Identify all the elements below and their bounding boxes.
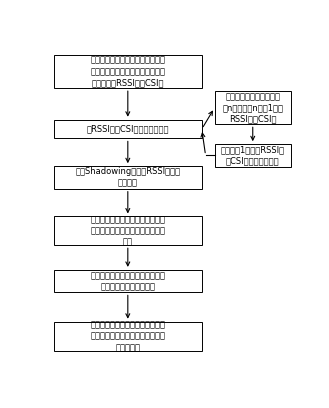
FancyBboxPatch shape — [54, 270, 202, 293]
Text: 根据接收端所在楼层加上由相对高
度转换后的楼层高度，得出接收端
最终的高度: 根据接收端所在楼层加上由相对高 度转换后的楼层高度，得出接收端 最终的高度 — [90, 320, 165, 352]
FancyBboxPatch shape — [54, 216, 202, 245]
Text: 多次分别采集在直视距和
在n层墙下（n大于1）的
RSSI或者CSI値: 多次分别采集在直视距和 在n层墙下（n大于1）的 RSSI或者CSI値 — [222, 92, 283, 124]
Text: 分析每加1层墙的RSSI或
者CSI値得出衰减因子: 分析每加1层墙的RSSI或 者CSI値得出衰减因子 — [221, 145, 285, 166]
FancyBboxPatch shape — [54, 55, 202, 88]
Text: 利用Shadowing模型对RSSI値进行
距离换算: 利用Shadowing模型对RSSI値进行 距离换算 — [75, 167, 180, 188]
FancyBboxPatch shape — [54, 120, 202, 138]
FancyBboxPatch shape — [215, 91, 291, 124]
Text: 利用四面体高度度面积和高度不变
体积不变的原理推算得出体层相对
高度: 利用四面体高度度面积和高度不变 体积不变的原理推算得出体层相对 高度 — [90, 215, 165, 247]
Text: 发射端发射无线信号，位于发射端
底下楼层的三个接收端接收信号，
测量信号的RSSI或者CSI値: 发射端发射无线信号，位于发射端 底下楼层的三个接收端接收信号， 测量信号的RSS… — [90, 56, 165, 88]
Text: 将RSSI或者CSI値进行去噪处理: 将RSSI或者CSI値进行去噪处理 — [87, 124, 169, 133]
Text: 利用多次测量高度结合气压计和权
値模型修正相对高度数値: 利用多次测量高度结合气压计和权 値模型修正相对高度数値 — [90, 271, 165, 291]
FancyBboxPatch shape — [215, 144, 291, 167]
FancyBboxPatch shape — [54, 322, 202, 350]
FancyBboxPatch shape — [54, 166, 202, 189]
